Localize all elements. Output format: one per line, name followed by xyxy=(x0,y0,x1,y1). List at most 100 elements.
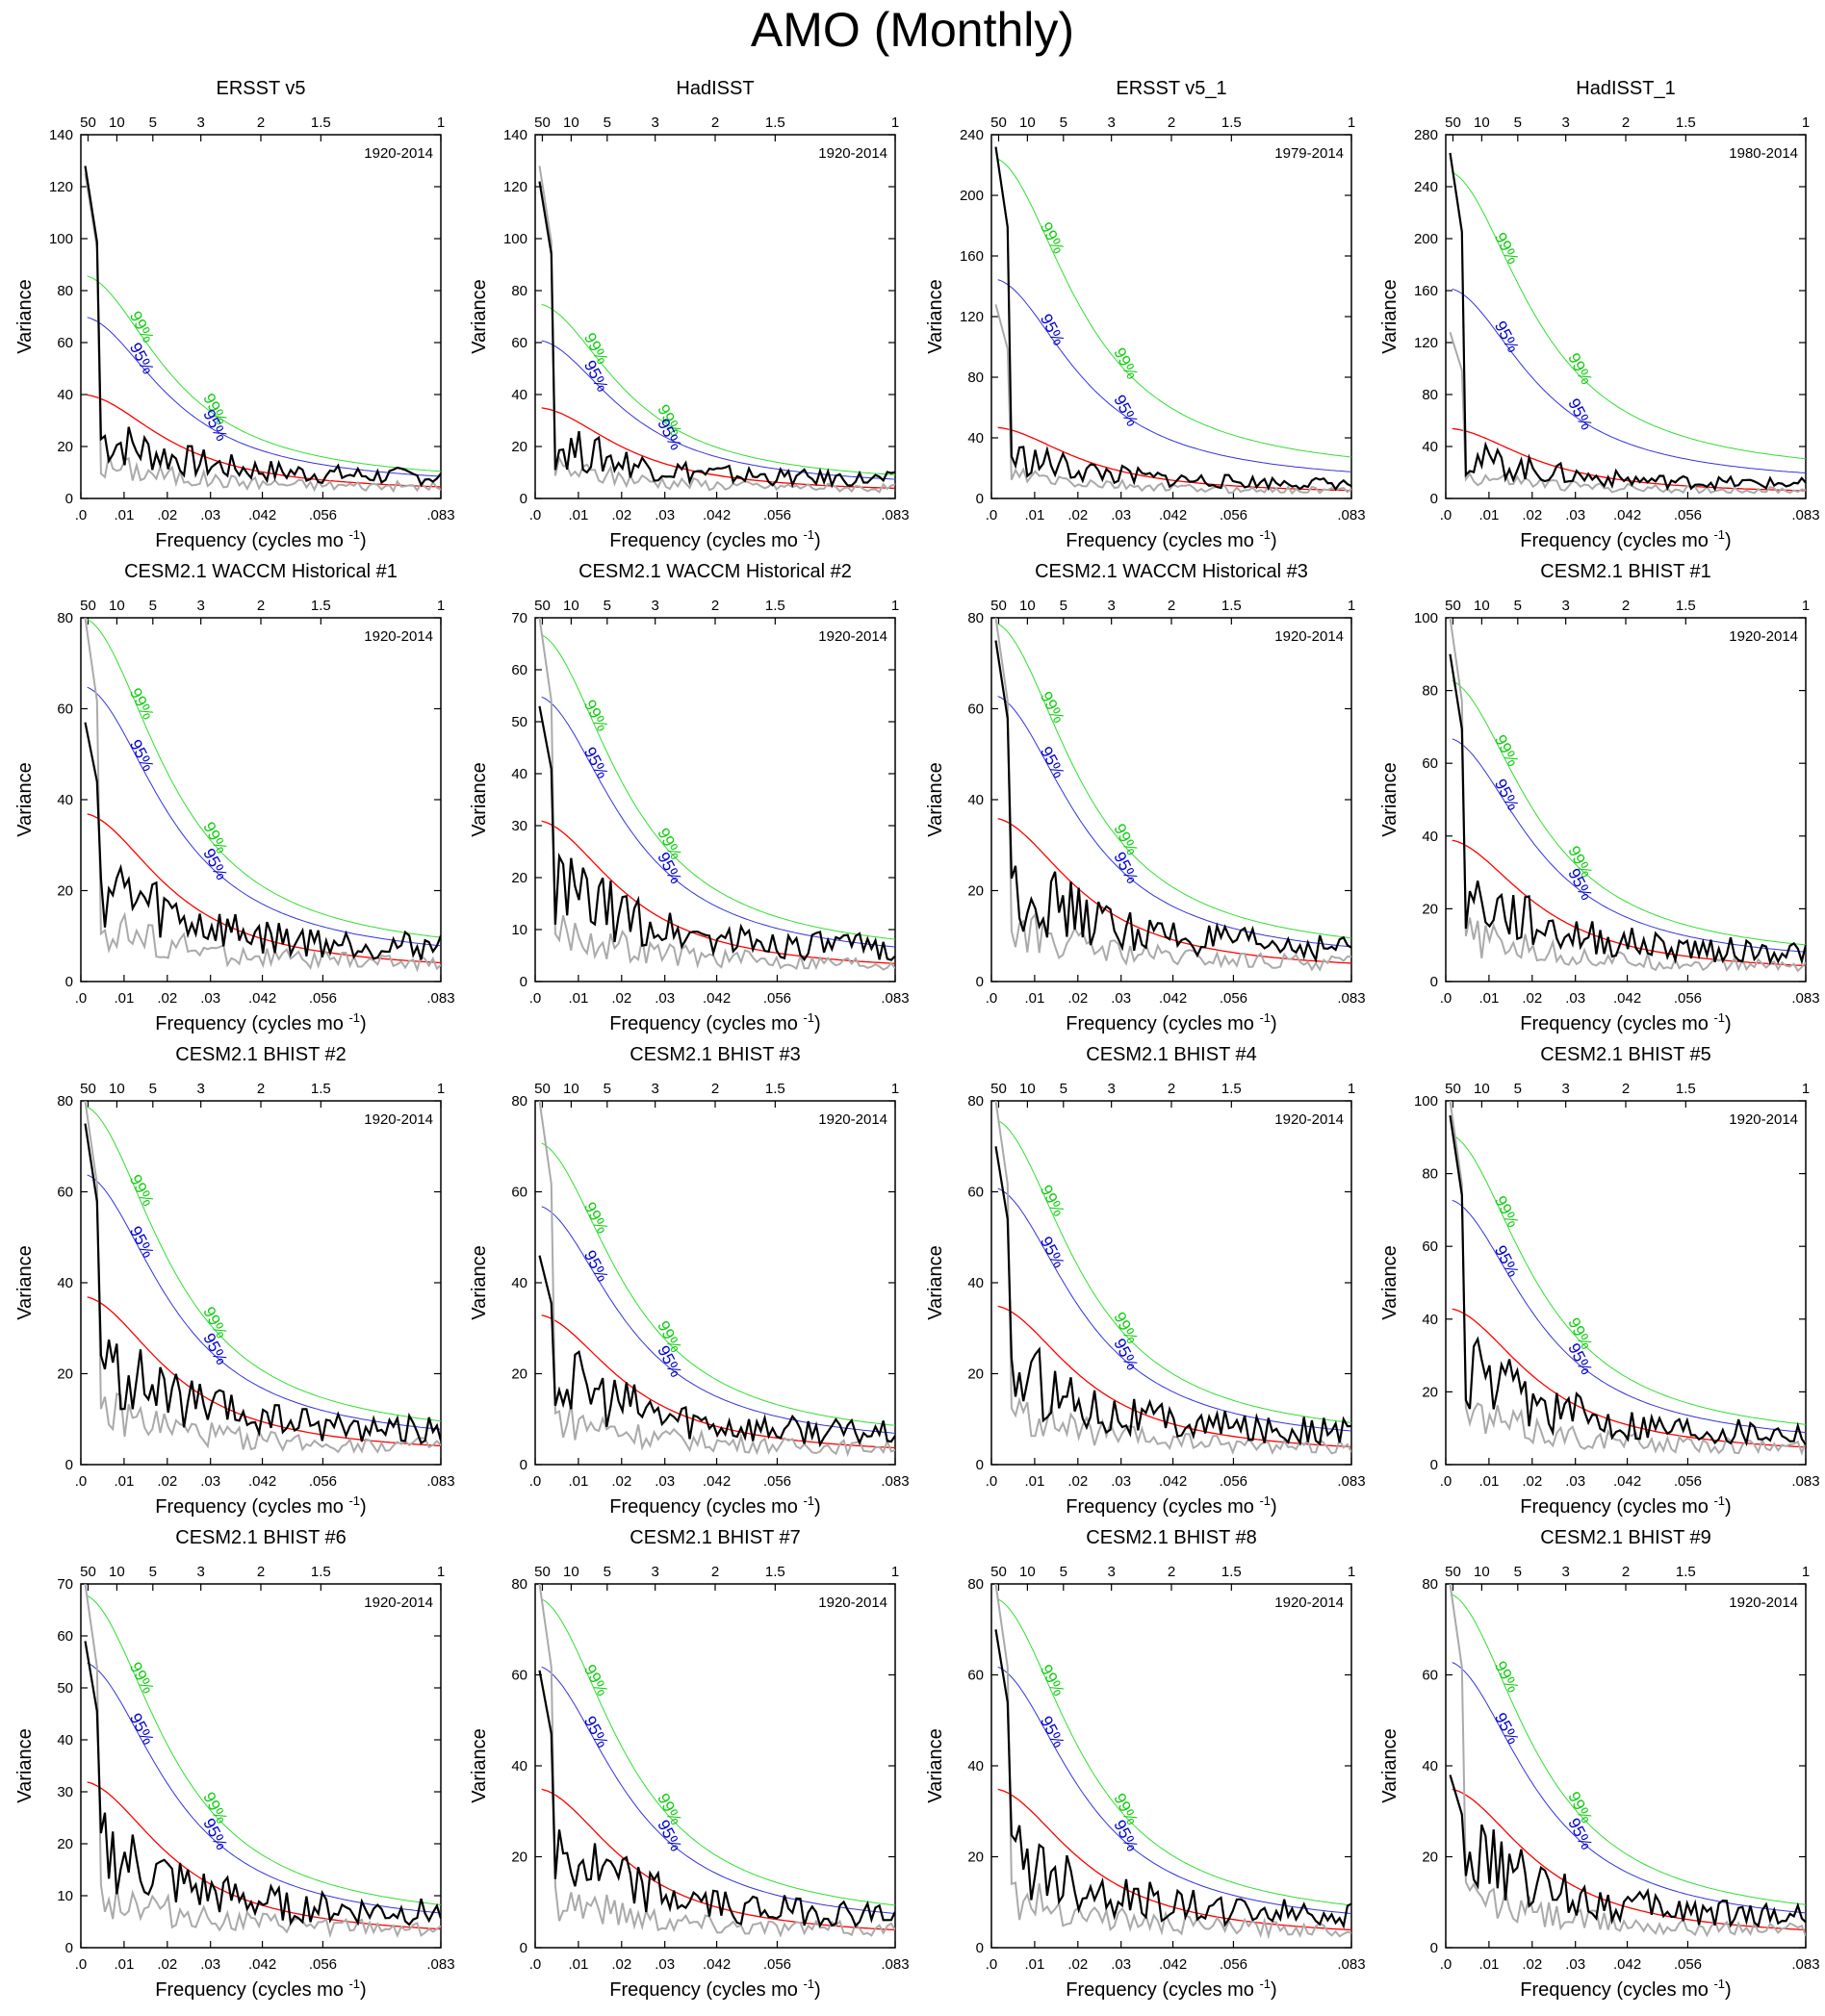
top-tick-label: 5 xyxy=(149,1081,157,1097)
red-noise-curve xyxy=(997,426,1351,492)
y-tick-label: 60 xyxy=(511,335,527,351)
y-axis-label: Variance xyxy=(14,1728,36,1802)
top-tick-label: 10 xyxy=(1019,115,1036,131)
top-tick-label: 1 xyxy=(437,1564,445,1580)
plot-frame xyxy=(80,617,442,982)
panel-title: CESM2.1 BHIST #8 xyxy=(1086,1527,1256,1548)
period-label: 1920-2014 xyxy=(364,1111,433,1128)
y-tick-label: 0 xyxy=(976,1940,984,1956)
top-tick-label: 2 xyxy=(1168,1081,1175,1097)
y-tick-label: 40 xyxy=(57,792,73,808)
label-99: 99% xyxy=(580,1662,612,1699)
x-axis-label: Frequency (cycles mo -1) xyxy=(155,1010,366,1034)
x-tick-label: .056 xyxy=(309,990,337,1007)
x-tick-label: .0 xyxy=(1440,1956,1452,1973)
conf99-curve xyxy=(997,623,1351,939)
y-axis-label: Variance xyxy=(469,1245,490,1319)
y-tick-label: 20 xyxy=(1422,1850,1438,1866)
red-noise-curve xyxy=(541,1314,895,1449)
top-tick-label: 10 xyxy=(563,115,579,131)
x-tick-label: .042 xyxy=(1159,990,1187,1007)
top-tick-label: 50 xyxy=(990,115,1007,131)
x-axis-label: Frequency (cycles mo -1) xyxy=(1520,1493,1731,1518)
y-tick-label: 0 xyxy=(520,1457,527,1473)
y-tick-label: 80 xyxy=(511,283,527,299)
x-axis-label: Frequency (cycles mo -1) xyxy=(1066,527,1276,551)
top-tick-label: 3 xyxy=(651,598,658,614)
conf95-curve xyxy=(1452,1662,1806,1914)
y-tick-label: 80 xyxy=(1422,1166,1438,1183)
x-tick-label: .083 xyxy=(1337,1473,1365,1490)
conf95-curve xyxy=(87,1662,441,1914)
period-label: 1920-2014 xyxy=(818,1595,887,1611)
x-tick-label: .0 xyxy=(529,507,542,523)
y-tick-label: 20 xyxy=(511,870,527,886)
label-99: 99% xyxy=(1037,1662,1068,1699)
panel-4: HadISST_1 1980-2014 0 40 80 120 160 200 240 280 .0… xyxy=(1379,78,1820,551)
top-tick-label: 1.5 xyxy=(1221,598,1242,614)
y-tick-label: 20 xyxy=(1422,1384,1438,1400)
x-tick-label: .03 xyxy=(1565,1956,1585,1973)
y-axis-label: Variance xyxy=(1379,279,1401,353)
y-tick-label: 240 xyxy=(960,127,984,143)
x-tick-label: .02 xyxy=(1522,990,1542,1007)
x-tick-label: .02 xyxy=(1522,507,1542,523)
x-tick-label: .042 xyxy=(703,1956,731,1973)
reference-spectrum xyxy=(84,618,441,973)
red-noise-curve xyxy=(87,1781,441,1930)
top-tick-label: 3 xyxy=(651,1564,658,1580)
top-tick-label: 1.5 xyxy=(311,1564,331,1580)
panel-title: CESM2.1 BHIST #9 xyxy=(1540,1527,1710,1548)
reference-spectrum xyxy=(538,1584,895,1938)
y-tick-label: 140 xyxy=(49,127,73,143)
label-95: 95% xyxy=(1491,1242,1523,1280)
y-tick-label: 50 xyxy=(57,1680,73,1697)
top-tick-label: 1 xyxy=(437,1081,445,1097)
y-tick-label: 60 xyxy=(511,1185,527,1201)
x-tick-label: .02 xyxy=(1522,1473,1542,1490)
top-tick-label: 5 xyxy=(149,115,157,131)
x-tick-label: .01 xyxy=(1478,990,1499,1007)
top-tick-label: 2 xyxy=(1168,1564,1175,1580)
panel-11: CESM2.1 BHIST #4 1920-2014 0 20 40 60 80 .0 .01.… xyxy=(925,1044,1366,1518)
top-tick-label: 5 xyxy=(1060,1081,1067,1097)
top-tick-label: 1 xyxy=(1348,1564,1355,1580)
label-95: 95% xyxy=(199,1330,231,1367)
label-95: 95% xyxy=(580,744,612,781)
panel-title: CESM2.1 BHIST #1 xyxy=(1540,561,1710,582)
y-tick-label: 0 xyxy=(1430,1457,1438,1473)
x-tick-label: .042 xyxy=(1613,1956,1641,1973)
observed-spectrum xyxy=(84,1641,441,1927)
x-axis-label: Frequency (cycles mo -1) xyxy=(155,527,366,551)
x-axis-label: Frequency (cycles mo -1) xyxy=(1520,527,1731,551)
y-axis-label: Variance xyxy=(14,1245,36,1319)
label-95: 95% xyxy=(1037,311,1068,348)
y-tick-label: 40 xyxy=(57,1732,73,1748)
y-tick-label: 120 xyxy=(503,179,527,195)
x-tick-label: .03 xyxy=(200,1473,220,1490)
conf99-curve xyxy=(87,619,441,938)
top-tick-label: 3 xyxy=(1561,1564,1569,1580)
y-tick-label: 20 xyxy=(57,1366,73,1383)
x-tick-label: .056 xyxy=(1674,1956,1702,1973)
label-99: 99% xyxy=(1491,1658,1523,1696)
x-tick-label: .03 xyxy=(655,1956,675,1973)
period-label: 1920-2014 xyxy=(364,145,433,162)
x-tick-label: .01 xyxy=(568,1956,588,1973)
top-tick-label: 5 xyxy=(1060,598,1067,614)
top-tick-label: 5 xyxy=(1514,1081,1522,1097)
reference-spectrum xyxy=(538,166,895,494)
red-noise-curve xyxy=(87,1296,441,1447)
x-tick-label: .083 xyxy=(1337,990,1365,1007)
x-tick-label: .01 xyxy=(1024,507,1044,523)
x-tick-label: .056 xyxy=(309,1956,337,1973)
y-tick-label: 40 xyxy=(57,1275,73,1291)
reference-spectrum xyxy=(84,1584,441,1939)
conf95-curve xyxy=(87,1174,441,1430)
top-tick-label: 1.5 xyxy=(1221,1564,1242,1580)
x-tick-label: .02 xyxy=(157,507,177,523)
top-tick-label: 3 xyxy=(1561,1081,1569,1097)
top-tick-label: 50 xyxy=(990,1564,1007,1580)
y-tick-label: 160 xyxy=(1414,283,1438,299)
red-noise-curve xyxy=(541,820,895,964)
